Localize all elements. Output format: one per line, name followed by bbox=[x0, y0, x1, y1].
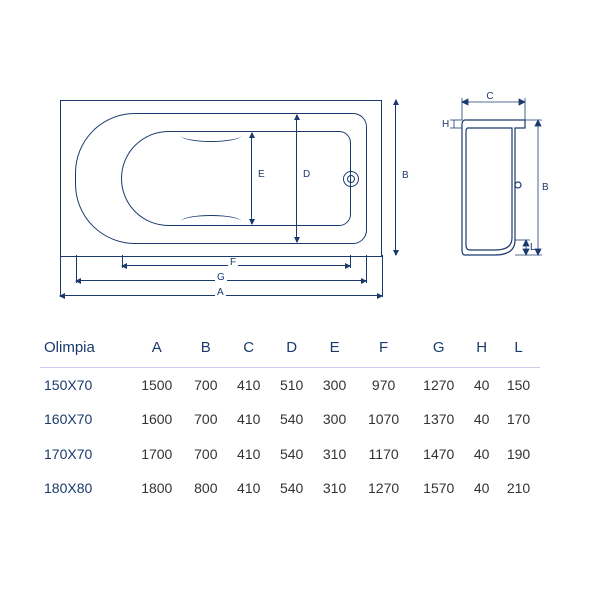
cell-f: 1070 bbox=[356, 402, 411, 437]
cell-d: 540 bbox=[270, 437, 313, 472]
dimension-line-b bbox=[395, 100, 396, 255]
col-b: B bbox=[184, 330, 227, 367]
dimension-label-h: H bbox=[442, 119, 449, 130]
cell-h: 40 bbox=[466, 367, 497, 402]
cell-h: 40 bbox=[466, 437, 497, 472]
col-f: F bbox=[356, 330, 411, 367]
cell-a: 1600 bbox=[129, 402, 184, 437]
cell-h: 40 bbox=[466, 402, 497, 437]
cell-b: 700 bbox=[184, 437, 227, 472]
dimension-label-l: L bbox=[530, 242, 536, 253]
armrest-contour bbox=[181, 215, 241, 228]
cell-d: 540 bbox=[270, 402, 313, 437]
cell-model: 170X70 bbox=[40, 437, 129, 472]
dimensions-table: Olimpia A B C D E F G H L 150X7015007004… bbox=[40, 330, 540, 506]
dimension-label-g: G bbox=[215, 272, 227, 283]
cell-g: 1370 bbox=[411, 402, 466, 437]
cell-d: 510 bbox=[270, 367, 313, 402]
cell-e: 310 bbox=[313, 471, 356, 506]
cell-c: 410 bbox=[227, 471, 270, 506]
cell-model: 180X80 bbox=[40, 471, 129, 506]
cell-d: 540 bbox=[270, 471, 313, 506]
cell-l: 170 bbox=[497, 402, 540, 437]
col-g: G bbox=[411, 330, 466, 367]
cell-f: 970 bbox=[356, 367, 411, 402]
table-header-row: Olimpia A B C D E F G H L bbox=[40, 330, 540, 367]
cell-e: 300 bbox=[313, 402, 356, 437]
dimension-label-f: F bbox=[228, 257, 238, 268]
col-e: E bbox=[313, 330, 356, 367]
cell-model: 160X70 bbox=[40, 402, 129, 437]
col-model: Olimpia bbox=[40, 330, 129, 367]
cell-l: 150 bbox=[497, 367, 540, 402]
dimension-label-c: C bbox=[486, 91, 493, 102]
cell-g: 1570 bbox=[411, 471, 466, 506]
cell-a: 1800 bbox=[129, 471, 184, 506]
spec-sheet: E D B F G A bbox=[40, 90, 560, 506]
table-row: 160X7016007004105403001070137040170 bbox=[40, 402, 540, 437]
col-d: D bbox=[270, 330, 313, 367]
cell-e: 300 bbox=[313, 367, 356, 402]
cell-a: 1500 bbox=[129, 367, 184, 402]
dimension-label-b: B bbox=[400, 170, 411, 181]
col-l: L bbox=[497, 330, 540, 367]
cell-g: 1270 bbox=[411, 367, 466, 402]
cell-b: 700 bbox=[184, 367, 227, 402]
cell-e: 310 bbox=[313, 437, 356, 472]
cell-c: 410 bbox=[227, 437, 270, 472]
cell-g: 1470 bbox=[411, 437, 466, 472]
cell-f: 1170 bbox=[356, 437, 411, 472]
dimension-line-d bbox=[296, 115, 297, 242]
cell-l: 210 bbox=[497, 471, 540, 506]
cell-f: 1270 bbox=[356, 471, 411, 506]
table-row: 180X8018008004105403101270157040210 bbox=[40, 471, 540, 506]
col-c: C bbox=[227, 330, 270, 367]
armrest-contour bbox=[181, 129, 241, 142]
cell-c: 410 bbox=[227, 367, 270, 402]
dimension-line-e bbox=[251, 133, 252, 224]
col-a: A bbox=[129, 330, 184, 367]
cell-model: 150X70 bbox=[40, 367, 129, 402]
dimension-label-d: D bbox=[301, 169, 312, 180]
cell-b: 700 bbox=[184, 402, 227, 437]
col-h: H bbox=[466, 330, 497, 367]
tub-basin bbox=[121, 131, 351, 226]
diagram-area: E D B F G A bbox=[40, 90, 560, 300]
dimension-label-a: A bbox=[215, 287, 226, 298]
bathtub-top-view: E D bbox=[60, 100, 382, 257]
table-row: 170X7017007004105403101170147040190 bbox=[40, 437, 540, 472]
cell-c: 410 bbox=[227, 402, 270, 437]
cell-h: 40 bbox=[466, 471, 497, 506]
cell-l: 190 bbox=[497, 437, 540, 472]
drain-icon bbox=[343, 171, 359, 187]
dimension-label-e: E bbox=[256, 169, 267, 180]
cell-a: 1700 bbox=[129, 437, 184, 472]
cell-b: 800 bbox=[184, 471, 227, 506]
dimension-label-b-side: B bbox=[542, 182, 549, 193]
table-row: 150X701500700410510300970127040150 bbox=[40, 367, 540, 402]
bathtub-side-view: C H B bbox=[440, 90, 550, 265]
